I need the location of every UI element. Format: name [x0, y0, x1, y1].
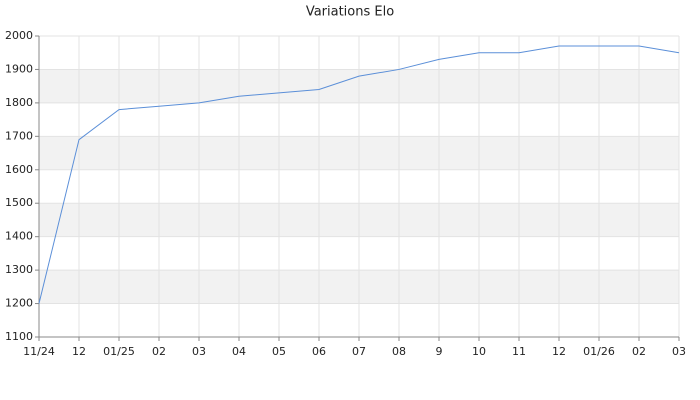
y-tick-label: 1500 — [5, 196, 33, 209]
chart-title: Variations Elo — [306, 5, 394, 20]
x-tick-label: 06 — [312, 345, 326, 358]
y-tick-label: 1100 — [5, 330, 33, 343]
x-tick-label: 11 — [512, 345, 526, 358]
x-tick-label: 03 — [672, 345, 686, 358]
x-tick-label: 9 — [436, 345, 443, 358]
y-tick-label: 1900 — [5, 62, 33, 75]
y-tick-label: 1300 — [5, 263, 33, 276]
x-tick-label: 03 — [192, 345, 206, 358]
x-tick-label: 11/24 — [23, 345, 55, 358]
x-tick-label: 04 — [232, 345, 246, 358]
y-tick-label: 1200 — [5, 297, 33, 310]
y-tick-label: 1400 — [5, 230, 33, 243]
y-tick-label: 1800 — [5, 96, 33, 109]
x-tick-label: 10 — [472, 345, 486, 358]
x-tick-label: 08 — [392, 345, 406, 358]
y-tick-label: 1600 — [5, 163, 33, 176]
y-tick-label: 2000 — [5, 29, 33, 42]
data-line — [38, 45, 680, 304]
x-tick-label: 02 — [152, 345, 166, 358]
y-tick-label: 1700 — [5, 129, 33, 142]
x-tick-label: 12 — [72, 345, 86, 358]
x-tick-label: 12 — [552, 345, 566, 358]
x-tick-label: 01/26 — [583, 345, 615, 358]
x-tick-label: 02 — [632, 345, 646, 358]
x-tick-label: 05 — [272, 345, 286, 358]
x-tick-label: 07 — [352, 345, 366, 358]
x-tick-label: 01/25 — [103, 345, 135, 358]
